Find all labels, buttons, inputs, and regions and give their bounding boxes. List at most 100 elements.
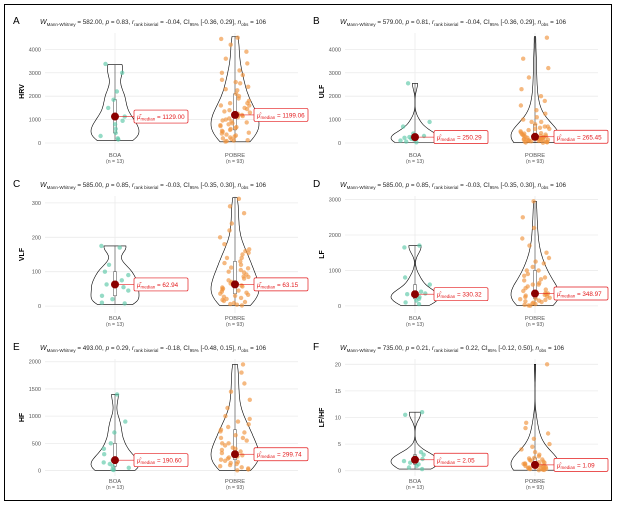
median-dot (111, 280, 119, 289)
data-point (222, 260, 227, 266)
median-label: μ̂median = 62.94 (136, 282, 179, 290)
data-point (543, 297, 548, 303)
data-point (101, 446, 107, 451)
median-dot (531, 132, 539, 141)
x-tick-label: POBRE (225, 153, 245, 159)
data-point (519, 87, 524, 92)
data-point (238, 295, 244, 301)
data-point (240, 252, 245, 257)
data-point (539, 119, 544, 125)
y-tick-label: 1000 (29, 118, 41, 124)
data-point (238, 262, 244, 267)
median-label: μ̂median = 250.29 (436, 135, 482, 143)
data-point (230, 121, 235, 126)
data-point (236, 196, 242, 201)
y-tick-label: 1000 (329, 118, 341, 124)
x-tick-n-label: (n = 13) (106, 485, 124, 491)
x-tick-label: BOA (409, 479, 421, 485)
panel-letter: C (13, 179, 20, 190)
data-point (537, 125, 543, 130)
x-tick-label: POBRE (525, 479, 545, 485)
data-point (120, 70, 125, 76)
data-point (240, 362, 246, 367)
violin-shape (510, 36, 560, 143)
y-tick-label: 3000 (329, 198, 341, 204)
median-label-box (133, 277, 189, 292)
data-point (526, 456, 532, 461)
data-point (246, 422, 251, 427)
panel-a: A WMann-Whitney = 582.00, p = 0.83, rrank… (13, 16, 309, 165)
y-axis-label: LF/HF (319, 407, 326, 428)
data-point (522, 302, 527, 307)
data-point (226, 122, 231, 127)
median-label: μ̂median = 1129.00 (136, 114, 185, 122)
y-tick-label: 20 (335, 362, 341, 368)
data-point (241, 211, 247, 216)
data-point (111, 467, 116, 473)
median-dot (231, 450, 239, 459)
x-tick-label: POBRE (525, 153, 545, 159)
data-point (405, 81, 411, 86)
y-axis-label: LF (319, 250, 326, 259)
data-point (403, 412, 408, 417)
y-tick-label: 100 (32, 270, 41, 276)
y-tick-label: 1000 (329, 268, 341, 274)
median-dot (411, 133, 419, 142)
data-point (247, 110, 253, 115)
data-point (226, 441, 231, 446)
data-point (112, 430, 117, 435)
data-point (546, 65, 551, 71)
x-tick-label: POBRE (225, 479, 245, 485)
data-point (114, 392, 120, 397)
data-point (536, 282, 541, 287)
y-axis-label: VLF (19, 247, 26, 261)
data-point (423, 291, 428, 296)
data-point (244, 106, 250, 112)
data-point (522, 278, 527, 283)
data-point (521, 288, 526, 294)
y-tick-label: 15 (335, 389, 341, 395)
data-point (401, 458, 407, 464)
data-point (530, 264, 535, 270)
data-point (244, 120, 249, 125)
median-label: μ̂median = 299.74 (256, 452, 302, 460)
data-point (244, 49, 249, 54)
data-point (520, 215, 525, 220)
data-point (246, 130, 251, 135)
data-point (102, 452, 107, 457)
x-tick-n-label: (n = 13) (406, 485, 424, 491)
data-point (236, 288, 241, 293)
data-point (224, 255, 230, 261)
data-point (218, 103, 224, 108)
data-point (544, 140, 550, 145)
data-point (234, 302, 240, 307)
data-point (520, 236, 525, 241)
data-point (224, 132, 229, 137)
data-point (533, 259, 538, 264)
violin-shape (390, 83, 440, 143)
data-point (222, 242, 227, 247)
data-point (246, 84, 251, 90)
data-point (235, 35, 240, 40)
median-label-box (553, 286, 609, 301)
y-tick-label: 2000 (29, 94, 41, 100)
data-point (402, 275, 408, 280)
y-tick-label: 0 (338, 304, 341, 310)
data-point (240, 284, 245, 289)
data-point (544, 250, 549, 255)
y-tick-label: 3000 (329, 71, 341, 77)
data-point (518, 297, 523, 302)
data-point (223, 87, 228, 92)
median-dot (531, 289, 539, 298)
data-point (242, 381, 247, 386)
median-label: μ̂median = 1.09 (556, 462, 595, 470)
data-point (233, 125, 238, 131)
y-tick-label: 1500 (29, 387, 41, 393)
data-point (542, 98, 547, 104)
panel-c: C WMann-Whitney = 585.00, p = 0.85, rrank… (13, 179, 309, 328)
data-point (547, 295, 552, 300)
median-label-box (253, 108, 309, 122)
data-point (222, 109, 227, 114)
data-point (112, 122, 118, 127)
data-point (229, 265, 234, 270)
